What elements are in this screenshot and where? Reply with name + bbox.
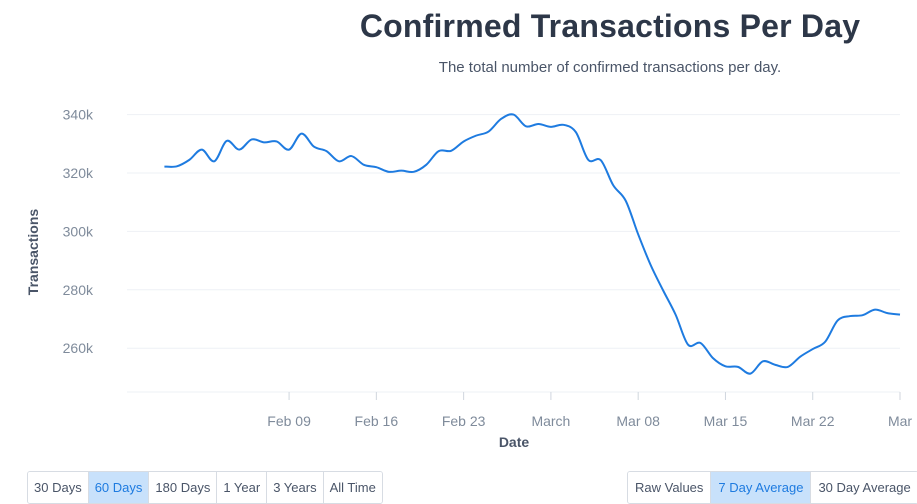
y-tick-label: 320k bbox=[63, 165, 94, 181]
x-axis-label: Date bbox=[499, 434, 530, 450]
y-tick-label: 280k bbox=[63, 282, 94, 298]
y-tick-label: 340k bbox=[63, 107, 94, 123]
line-chart: 260k 280k 300k 320k 340k Feb 09 Feb 16 Feb 23 Ma… bbox=[63, 107, 913, 450]
axis: 260k 280k 300k 320k 340k Feb 09 Feb 16 Feb 23 Ma… bbox=[63, 107, 913, 429]
x-tick-label: Mar bbox=[888, 413, 912, 429]
series-layer bbox=[164, 113, 901, 375]
average-button-30-day-average[interactable]: 30 Day Average bbox=[811, 472, 917, 503]
timespan-button-180-days[interactable]: 180 Days bbox=[149, 472, 218, 503]
x-tick-label: Feb 16 bbox=[355, 413, 399, 429]
x-tick-label: Feb 09 bbox=[267, 413, 311, 429]
x-tick-label: Mar 15 bbox=[704, 413, 748, 429]
timespan-button-group: 30 Days 60 Days 180 Days 1 Year 3 Years All T… bbox=[27, 471, 383, 504]
x-tick-label: Mar 08 bbox=[616, 413, 660, 429]
timespan-button-all-time[interactable]: All Time bbox=[323, 472, 382, 503]
timespan-button-1-year[interactable]: 1 Year bbox=[217, 472, 268, 503]
average-button-7-day-average[interactable]: 7 Day Average bbox=[711, 472, 812, 503]
timespan-button-60-days[interactable]: 60 Days bbox=[88, 472, 150, 503]
x-tick-label: Feb 23 bbox=[442, 413, 486, 429]
chart-subtitle: The total number of confirmed transactio… bbox=[438, 59, 782, 76]
average-button-group: Raw Values 7 Day Average 30 Day Average bbox=[627, 471, 917, 504]
x-tick-label: March bbox=[531, 413, 570, 429]
average-button-raw-values[interactable]: Raw Values bbox=[628, 472, 712, 503]
timespan-button-30-days[interactable]: 30 Days bbox=[28, 472, 89, 503]
timespan-button-3-years[interactable]: 3 Years bbox=[267, 472, 324, 503]
series-line bbox=[164, 113, 901, 375]
y-tick-label: 260k bbox=[63, 340, 94, 356]
chart-title: Confirmed Transactions Per Day bbox=[359, 8, 861, 44]
grid-lines bbox=[127, 114, 900, 349]
y-tick-label: 300k bbox=[63, 223, 94, 239]
x-tick-label: Mar 22 bbox=[791, 413, 835, 429]
